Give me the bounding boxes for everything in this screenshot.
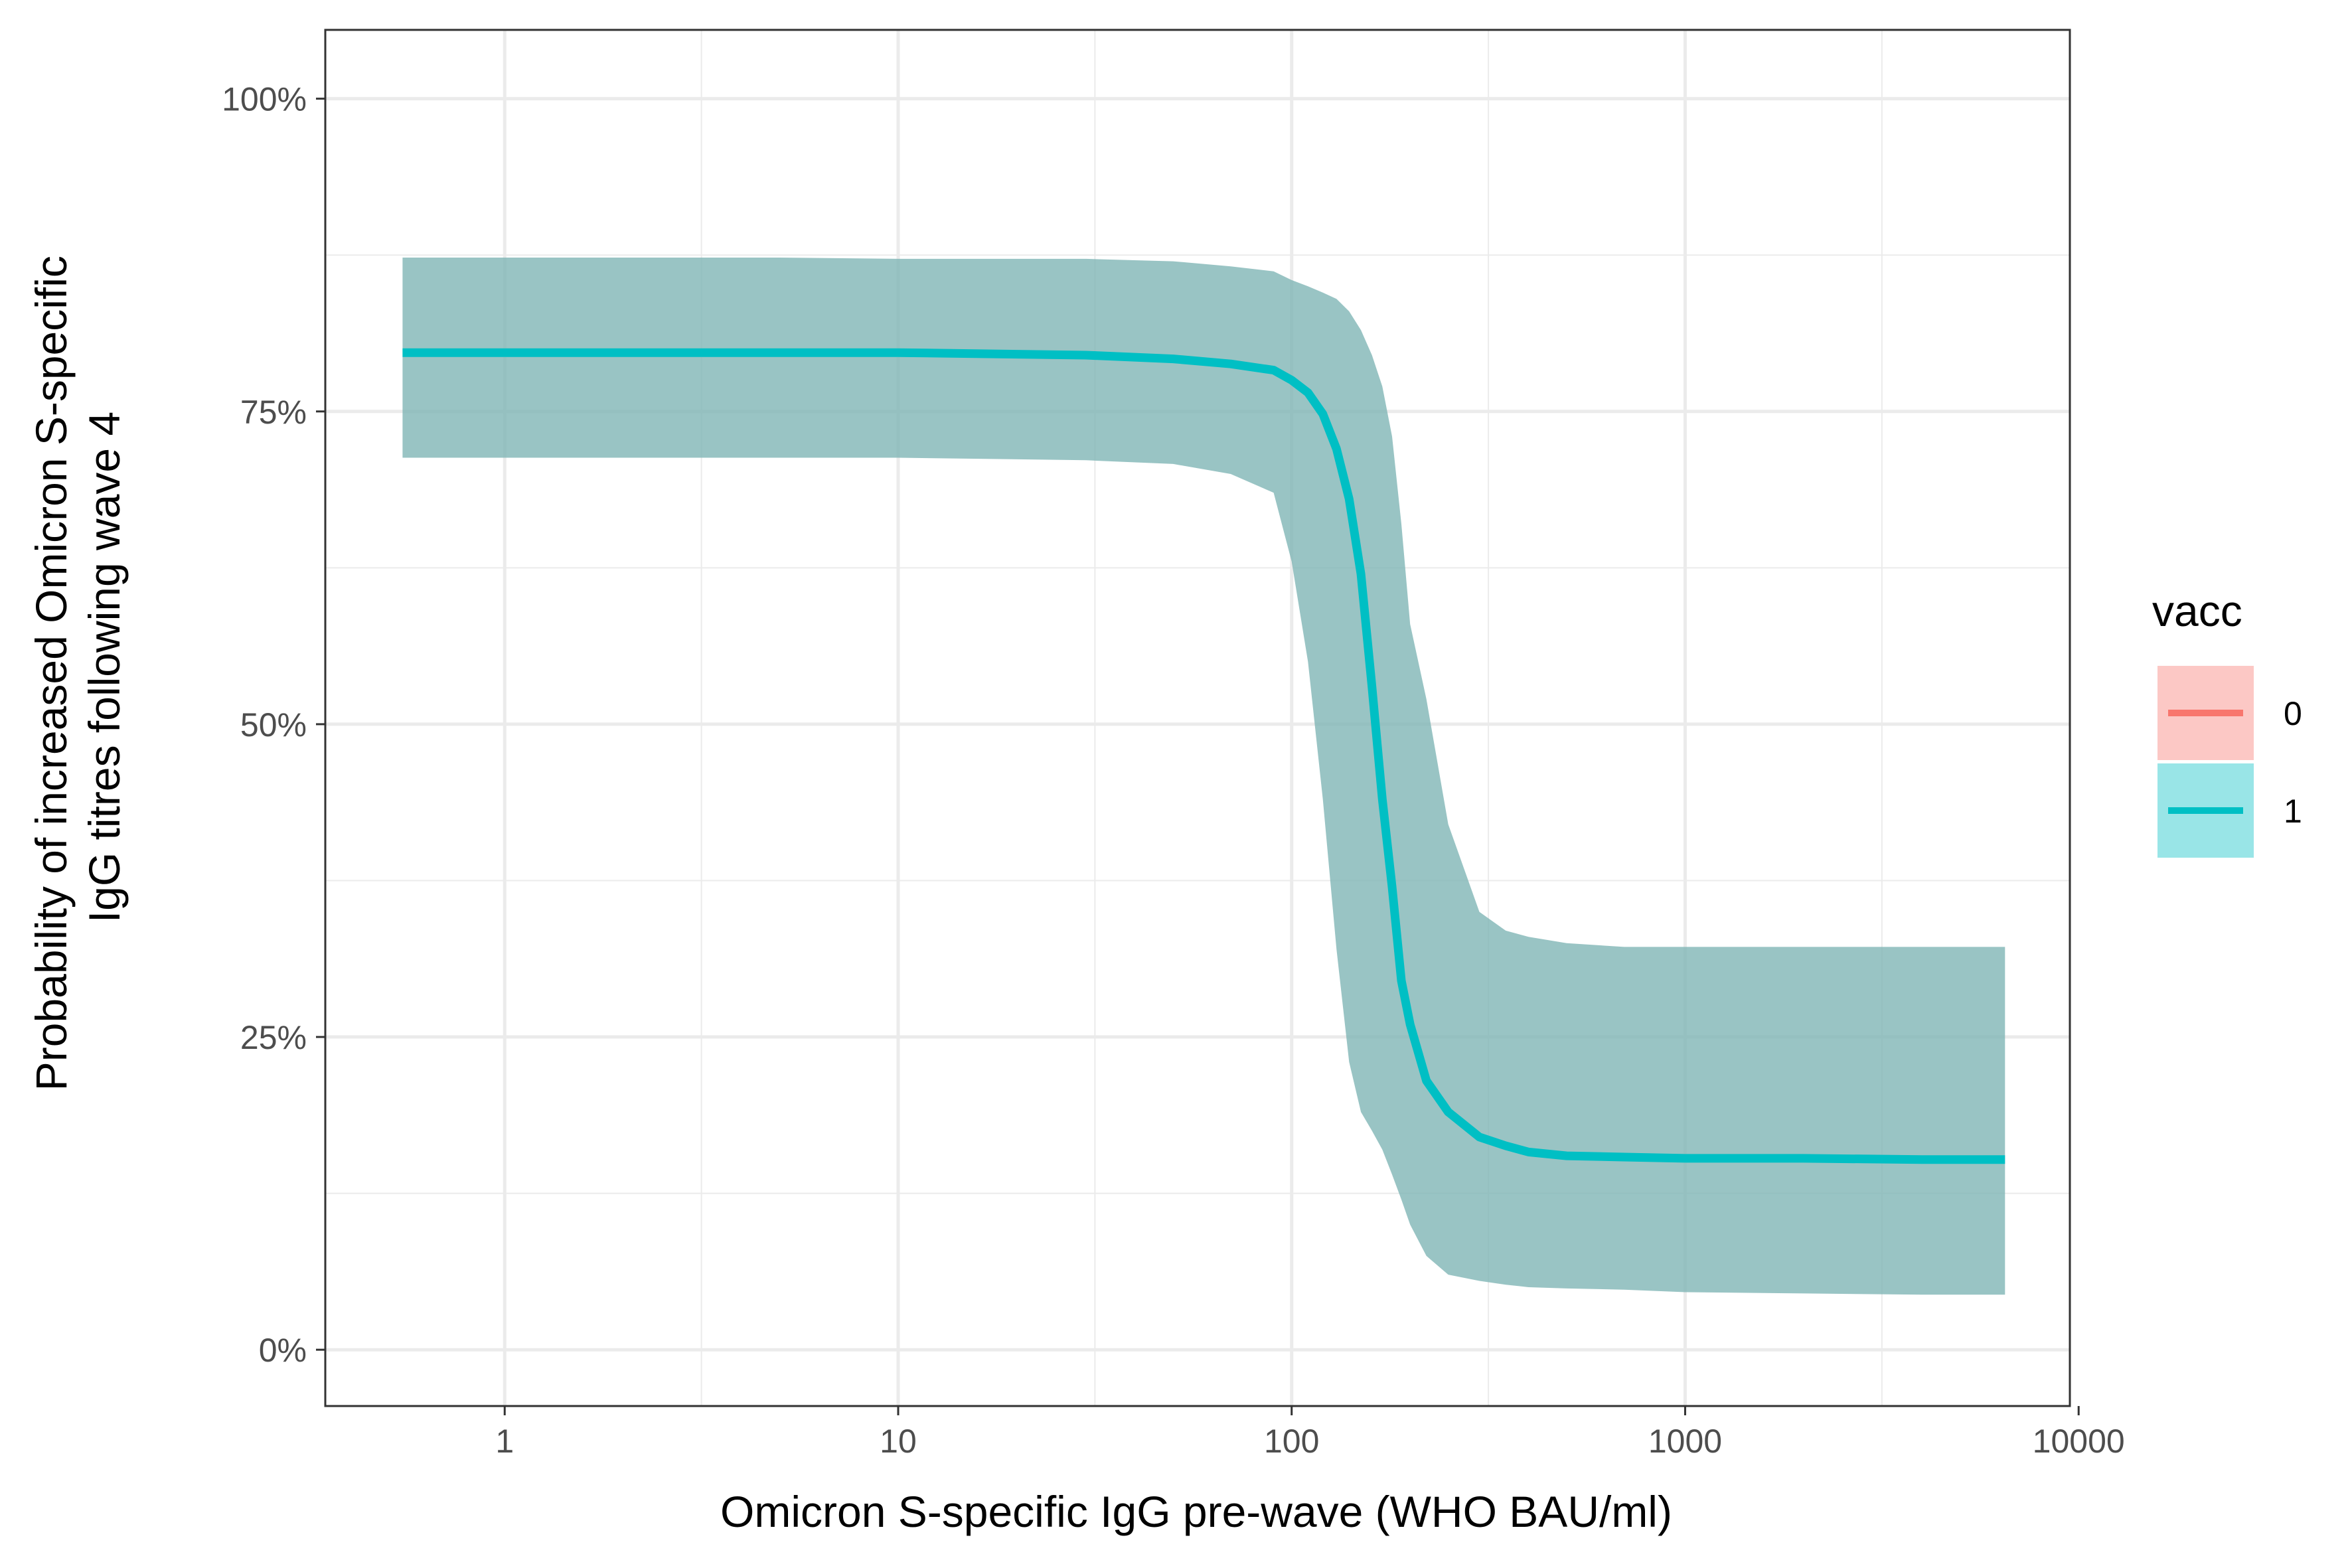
axes: 1 10 100 1000 10000 0% 25% 50% 75% 100%	[222, 81, 2125, 1460]
y-axis-title: Probability of increased Omicron S-speci…	[27, 244, 129, 1091]
legend-item-1: 1	[2157, 763, 2302, 858]
x-tick-label: 1	[495, 1423, 514, 1460]
y-tick-label: 25%	[240, 1019, 307, 1056]
y-tick-label: 100%	[222, 81, 307, 118]
x-tick-label: 1000	[1648, 1423, 1722, 1460]
panel-border	[324, 29, 2071, 1407]
legend-label-0: 0	[2284, 695, 2302, 732]
line-series-0	[402, 348, 2005, 1164]
y-axis-title-line-1: Probability of increased Omicron S-speci…	[27, 256, 76, 1091]
x-tick-label: 100	[1264, 1423, 1319, 1460]
x-axis-title: Omicron S-specific IgG pre-wave (WHO BAU…	[720, 1487, 1672, 1536]
legend-item-0: 0	[2157, 666, 2302, 760]
y-tick-label: 50%	[240, 706, 307, 744]
ribbon-layer	[402, 258, 2005, 1295]
line-layer	[402, 348, 2005, 1164]
ribbon-series-0	[402, 258, 2005, 1295]
y-axis-title-line-2: IgG titres following wave 4	[80, 412, 129, 923]
y-tick-label: 0%	[259, 1332, 307, 1369]
legend-title: vacc	[2152, 586, 2242, 635]
y-tick-label: 75%	[240, 394, 307, 431]
legend: vacc 0 1	[2152, 586, 2302, 858]
x-tick-label: 10000	[2033, 1423, 2125, 1460]
legend-label-1: 1	[2284, 793, 2302, 830]
x-tick-label: 10	[880, 1423, 917, 1460]
